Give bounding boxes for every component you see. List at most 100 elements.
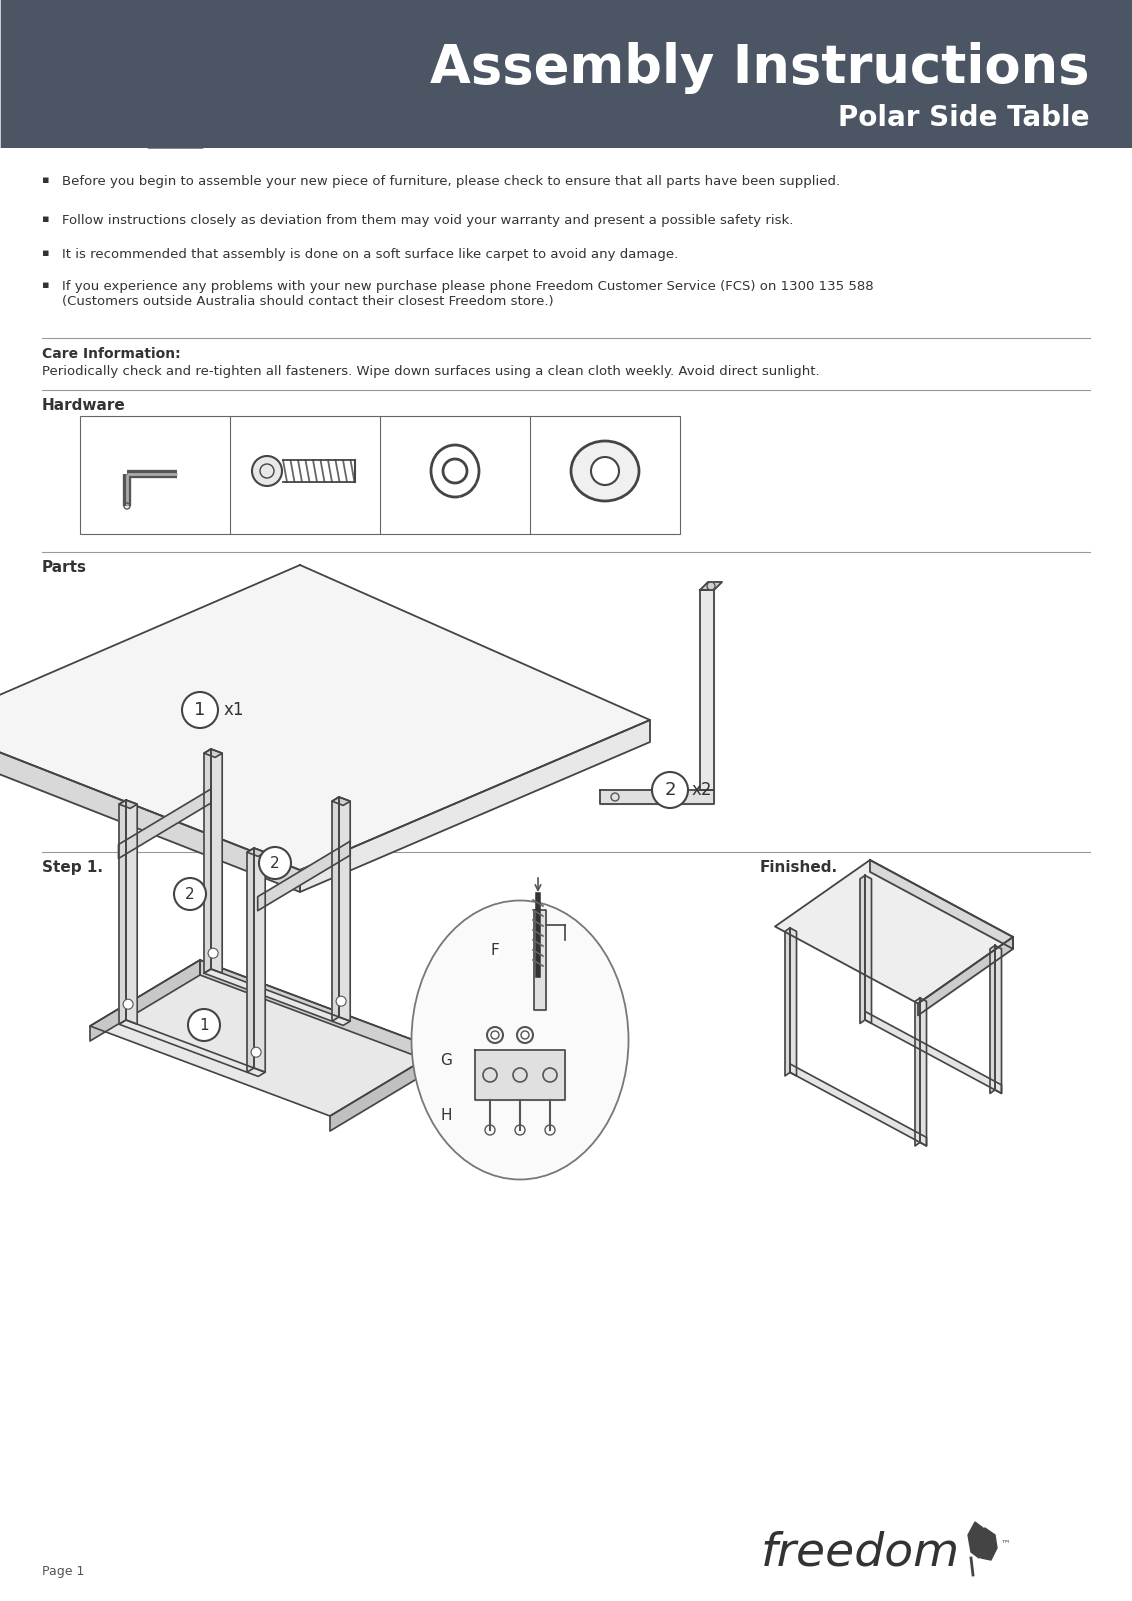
Text: A: A: [86, 423, 94, 435]
Text: x12: x12: [501, 516, 525, 528]
Polygon shape: [775, 860, 1013, 1004]
Polygon shape: [119, 800, 126, 1025]
Text: Periodically check and re-tighten all fasteners. Wipe down surfaces using a clea: Periodically check and re-tighten all fa…: [42, 365, 820, 378]
Text: It is recommended that assembly is done on a soft surface like carpet to avoid a: It is recommended that assembly is done …: [62, 248, 678, 261]
Circle shape: [251, 1047, 261, 1057]
Circle shape: [591, 456, 619, 485]
Bar: [80, 416, 680, 535]
Polygon shape: [204, 749, 222, 757]
Polygon shape: [91, 961, 440, 1116]
Circle shape: [252, 456, 282, 487]
Text: 2: 2: [271, 855, 280, 871]
Text: Finished.: Finished.: [760, 860, 838, 876]
Polygon shape: [254, 849, 265, 1073]
Text: M6x15: M6x15: [535, 516, 577, 528]
Polygon shape: [918, 937, 1013, 1015]
Text: Before you begin to assemble your new piece of furniture, please check to ensure: Before you begin to assemble your new pi…: [62, 175, 840, 187]
Text: Step 1.: Step 1.: [42, 860, 103, 876]
Polygon shape: [920, 997, 926, 1146]
Polygon shape: [700, 591, 714, 789]
Text: C: C: [386, 423, 395, 435]
Polygon shape: [0, 565, 650, 869]
Text: x12: x12: [652, 516, 675, 528]
Text: Parts: Parts: [42, 560, 87, 575]
Text: x12: x12: [352, 516, 375, 528]
Polygon shape: [968, 1523, 988, 1558]
Polygon shape: [126, 800, 137, 1025]
Polygon shape: [790, 929, 797, 1076]
Text: D: D: [535, 423, 546, 435]
Polygon shape: [91, 961, 200, 1041]
Polygon shape: [211, 749, 222, 973]
Text: Hardware: Hardware: [42, 399, 126, 413]
Text: 2: 2: [186, 887, 195, 901]
Polygon shape: [975, 1527, 997, 1559]
Text: x2: x2: [692, 781, 712, 799]
Polygon shape: [204, 969, 350, 1025]
Polygon shape: [534, 909, 546, 1010]
Text: x1: x1: [224, 701, 245, 719]
Text: ▪: ▪: [42, 248, 50, 258]
Text: 1: 1: [199, 1018, 208, 1033]
Polygon shape: [338, 797, 350, 1021]
Polygon shape: [200, 961, 440, 1065]
Text: Assembly Instructions: Assembly Instructions: [430, 42, 1090, 94]
Text: ▪: ▪: [42, 175, 50, 186]
Text: Follow instructions closely as deviation from them may void your warranty and pr: Follow instructions closely as deviation…: [62, 215, 794, 227]
Text: M6x30: M6x30: [235, 516, 277, 528]
Bar: [0, 0, 1132, 147]
Polygon shape: [300, 720, 650, 892]
Polygon shape: [119, 800, 137, 809]
Text: 2: 2: [664, 781, 676, 799]
Polygon shape: [0, 725, 300, 892]
Text: ▪: ▪: [42, 280, 50, 290]
Text: G: G: [440, 1052, 452, 1068]
Polygon shape: [990, 946, 995, 1093]
Circle shape: [188, 1009, 220, 1041]
Text: freedom: freedom: [761, 1531, 960, 1575]
Polygon shape: [247, 849, 265, 857]
Polygon shape: [247, 849, 254, 1073]
Text: M6: M6: [386, 516, 404, 528]
Polygon shape: [258, 841, 350, 911]
Circle shape: [652, 772, 688, 809]
Circle shape: [208, 948, 218, 959]
Circle shape: [123, 999, 134, 1009]
Text: x1: x1: [209, 516, 225, 528]
Text: Polar Side Table: Polar Side Table: [839, 104, 1090, 131]
Text: Care Information:: Care Information:: [42, 347, 181, 360]
Text: Page 1: Page 1: [42, 1566, 85, 1579]
Polygon shape: [331, 1050, 440, 1130]
Polygon shape: [865, 1012, 1002, 1093]
Polygon shape: [600, 789, 714, 804]
Circle shape: [336, 996, 346, 1005]
Ellipse shape: [412, 900, 628, 1180]
Circle shape: [182, 692, 218, 728]
Polygon shape: [475, 1050, 565, 1100]
Polygon shape: [332, 797, 338, 1021]
Polygon shape: [790, 1065, 926, 1146]
Text: 4mm: 4mm: [86, 516, 118, 528]
Circle shape: [259, 847, 291, 879]
Polygon shape: [995, 946, 1002, 1093]
Text: If you experience any problems with your new purchase please phone Freedom Custo: If you experience any problems with your…: [62, 280, 874, 307]
Text: ™: ™: [1001, 1539, 1011, 1548]
Polygon shape: [148, 93, 203, 147]
Text: F: F: [490, 943, 499, 957]
Polygon shape: [119, 789, 211, 858]
Polygon shape: [332, 797, 350, 805]
Text: ▪: ▪: [42, 215, 50, 224]
Polygon shape: [865, 876, 872, 1023]
Text: 1: 1: [195, 701, 206, 719]
Ellipse shape: [571, 440, 638, 501]
Text: B: B: [235, 423, 245, 435]
Polygon shape: [700, 583, 722, 591]
Circle shape: [174, 877, 206, 909]
Polygon shape: [860, 876, 865, 1023]
Polygon shape: [119, 1020, 265, 1076]
Text: H: H: [440, 1108, 452, 1122]
Polygon shape: [871, 860, 1013, 949]
Polygon shape: [204, 749, 211, 973]
Polygon shape: [915, 997, 920, 1146]
Polygon shape: [784, 929, 790, 1076]
